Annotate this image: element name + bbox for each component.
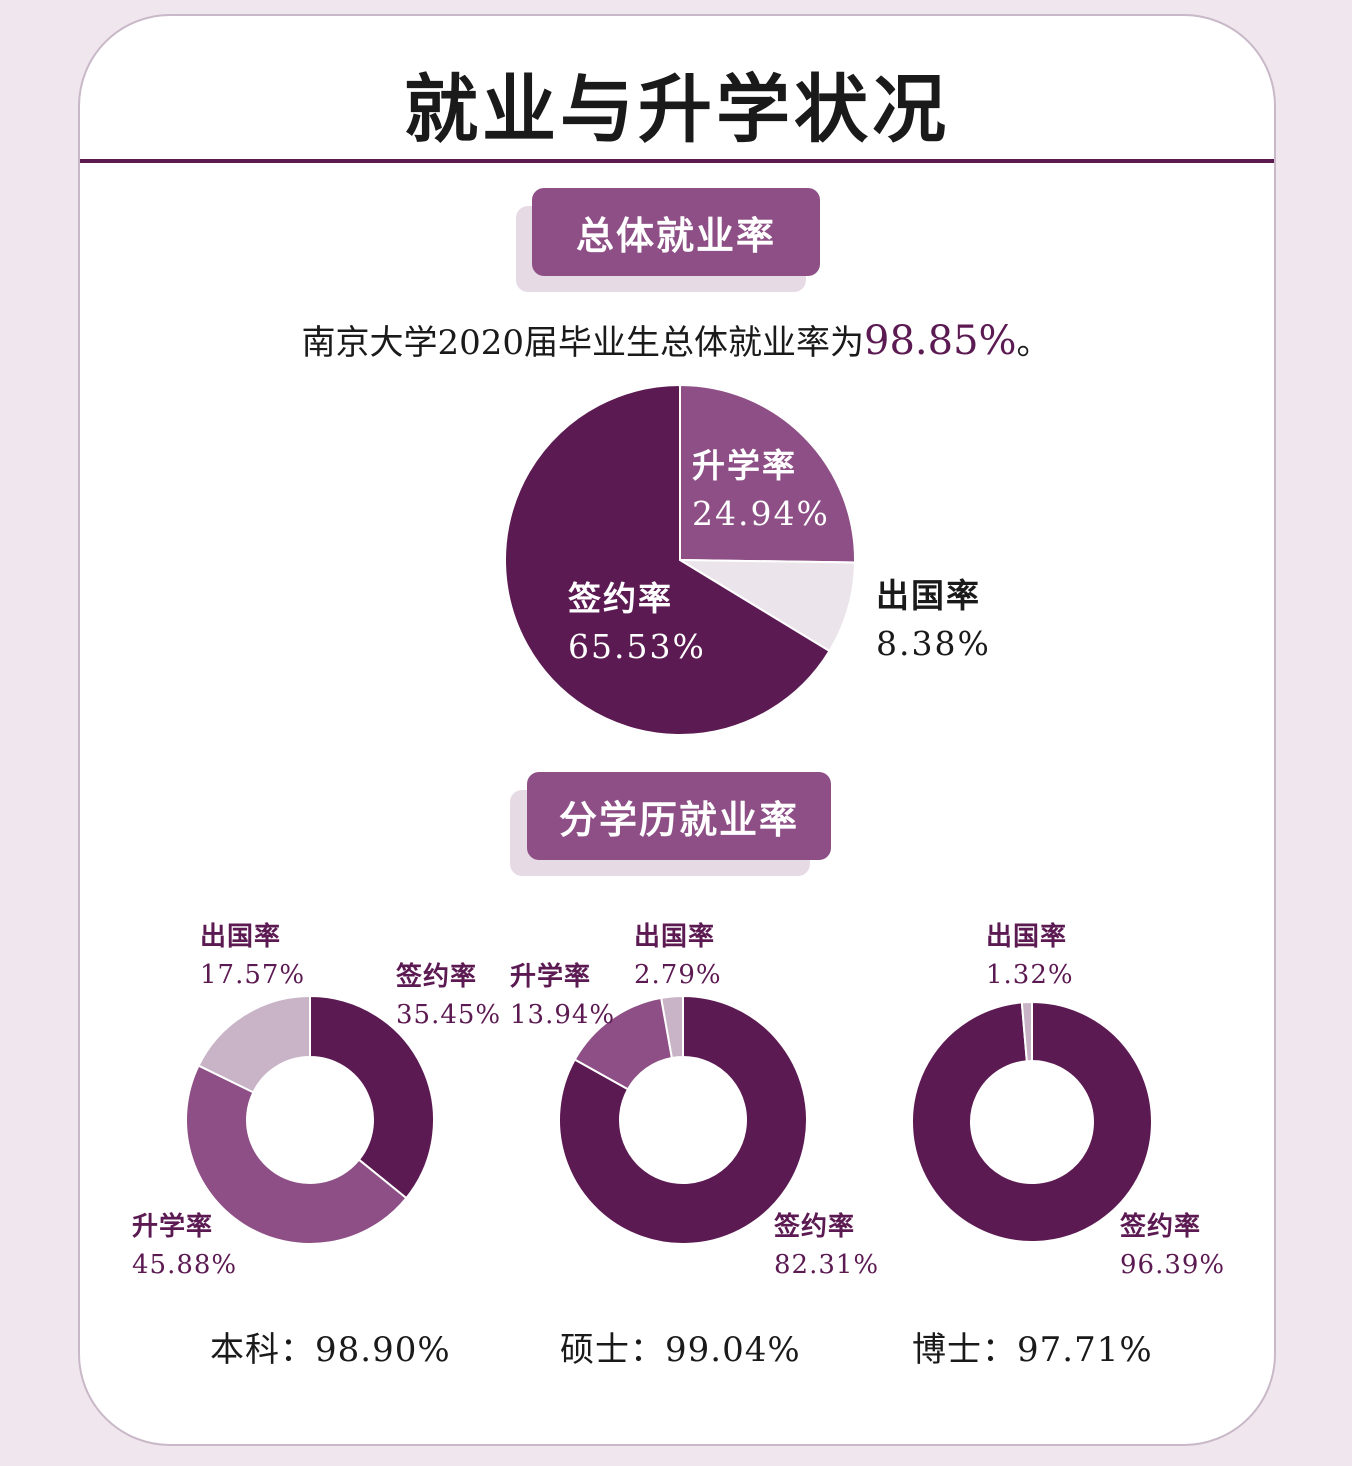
- undergrad-signed-label: 签约率 35.45%: [396, 958, 501, 1034]
- doctor-abroad-value: 1.32%: [986, 960, 1074, 990]
- master-total: 硕士：99.04%: [560, 1322, 801, 1371]
- doctor-slice-1: [1020, 1000, 1033, 1063]
- doctor-signed-label: 签约率 96.39%: [1120, 1208, 1225, 1284]
- page-title: 就业与升学状况: [404, 67, 950, 153]
- master-signed-name: 签约率: [774, 1212, 856, 1242]
- undergrad-slice-1: [185, 1064, 408, 1245]
- master-total-value: 99.04%: [665, 1330, 801, 1370]
- overall-summary: 南京大学2020届毕业生总体就业率为98.85%。: [0, 315, 1352, 364]
- doctor-total-value: 97.71%: [1017, 1330, 1153, 1370]
- overall-slice-1: [676, 558, 856, 653]
- overall-abroad-value: 8.38%: [876, 624, 991, 663]
- doctor-slice-0: [911, 1000, 1153, 1243]
- undergrad-signed-name: 签约率: [396, 962, 478, 992]
- summary-suffix: 。: [1016, 323, 1051, 363]
- overall-signed-label: 签约率 65.53%: [568, 575, 706, 671]
- doctor-total: 博士：97.71%: [912, 1322, 1153, 1371]
- undergrad-total: 本科：98.90%: [210, 1322, 451, 1371]
- master-slice-2: [660, 994, 684, 1060]
- overall-further-study-name: 升学率: [692, 446, 797, 485]
- master-slice-0: [558, 994, 808, 1245]
- undergrad-further-study-label: 升学率 45.88%: [132, 1208, 237, 1284]
- title-divider: [80, 159, 1274, 163]
- master-total-label: 硕士：: [560, 1330, 665, 1370]
- undergrad-further-study-value: 45.88%: [132, 1250, 238, 1280]
- overall-abroad-name: 出国率: [876, 576, 981, 615]
- undergrad-abroad-value: 17.57%: [200, 960, 306, 990]
- doctor-total-label: 博士：: [912, 1330, 1017, 1370]
- overall-signed-value: 65.53%: [568, 627, 706, 666]
- master-further-study-label: 升学率 13.94%: [510, 958, 615, 1034]
- master-further-study-value: 13.94%: [510, 1000, 616, 1030]
- master-abroad-label: 出国率 2.79%: [634, 918, 722, 994]
- summary-value: 98.85%: [864, 318, 1017, 364]
- master-abroad-value: 2.79%: [634, 960, 722, 990]
- doctor-abroad-label: 出国率 1.32%: [986, 918, 1074, 994]
- overall-further-study-value: 24.94%: [692, 494, 830, 533]
- undergrad-signed-value: 35.45%: [396, 1000, 502, 1030]
- master-abroad-name: 出国率: [634, 922, 716, 952]
- overall-abroad-label: 出国率 8.38%: [876, 572, 991, 668]
- undergrad-abroad-name: 出国率: [200, 922, 282, 952]
- master-signed-label: 签约率 82.31%: [774, 1208, 879, 1284]
- doctor-abroad-name: 出国率: [986, 922, 1068, 952]
- undergrad-abroad-label: 出国率 17.57%: [200, 918, 305, 994]
- undergrad-total-value: 98.90%: [315, 1330, 451, 1370]
- overall-slice-2: [504, 383, 831, 736]
- master-signed-value: 82.31%: [774, 1250, 880, 1280]
- undergrad-slice-2: [197, 994, 311, 1094]
- undergrad-total-label: 本科：: [210, 1330, 315, 1370]
- undergrad-further-study-name: 升学率: [132, 1212, 214, 1242]
- section-overall-heading-label: 总体就业率: [532, 188, 820, 276]
- overall-signed-name: 签约率: [568, 579, 673, 618]
- summary-prefix: 南京大学2020届毕业生总体就业率为: [301, 323, 864, 363]
- master-further-study-name: 升学率: [510, 962, 592, 992]
- doctor-signed-value: 96.39%: [1120, 1250, 1226, 1280]
- doctor-signed-name: 签约率: [1120, 1212, 1202, 1242]
- overall-further-study-label: 升学率 24.94%: [692, 442, 830, 538]
- overall-slice-0: [679, 383, 856, 564]
- undergrad-slice-0: [309, 994, 435, 1200]
- section-degree-heading-label: 分学历就业率: [527, 772, 831, 860]
